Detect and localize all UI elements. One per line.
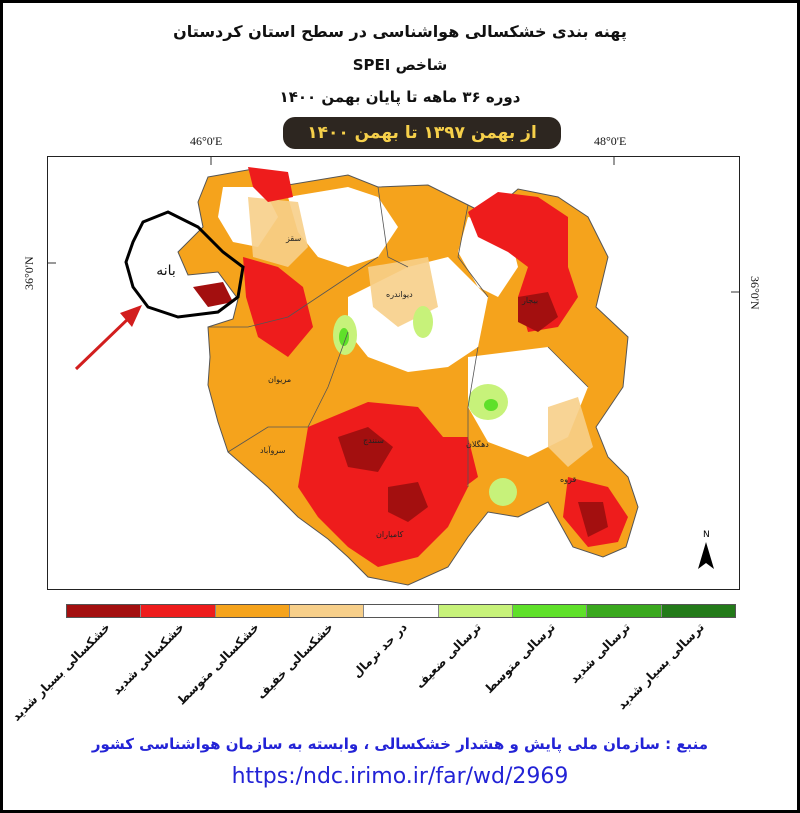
city-label: دیواندره (386, 290, 413, 299)
moderate-wet-zone-1 (339, 328, 349, 346)
severe-zone-north (248, 167, 293, 202)
city-label: سروآباد (260, 445, 286, 455)
legend-swatch (438, 605, 513, 617)
very-severe-zone-5 (193, 282, 233, 307)
baneh-label: بانه (156, 263, 176, 279)
county-borders (208, 186, 589, 487)
legend-swatch (215, 605, 290, 617)
index-subtitle: شاخص SPEI (352, 56, 448, 74)
weak-wet-zone-4 (489, 478, 517, 506)
latitude-label-right: 36°0'N (748, 276, 762, 310)
latitude-label-left: 36°0'N (22, 256, 36, 290)
map-title: پهنه بندی خشکسالی هواشناسی در سطح استان … (173, 22, 627, 41)
baneh-outline (124, 210, 245, 319)
north-arrow-icon (698, 542, 714, 569)
very-severe-zone-1 (338, 427, 393, 472)
normal-zone-north (288, 187, 398, 267)
city-label: دهگلان (466, 439, 489, 449)
legend-swatch (661, 605, 735, 617)
city-label: کامیاران (376, 530, 404, 539)
north-label: N (703, 530, 710, 540)
source-text: منبع : سازمان ملی پایش و هشدار خشکسالی ،… (91, 735, 709, 753)
legend-swatch (587, 605, 662, 617)
source-url: https:/ndc.irimo.ir/far/wd/2969 (231, 764, 569, 789)
mild-zone-1 (248, 197, 308, 267)
legend-color-bar (66, 604, 736, 618)
map-panel: بانه سقز دیواندره بیجار مریوان سروآباد س… (47, 156, 740, 590)
period-subtitle: دوره ۳۶ ماهه تا پایان بهمن ۱۴۰۰ (279, 88, 521, 106)
moderate-wet-zone-2 (484, 399, 498, 411)
very-severe-zone-4 (578, 502, 608, 537)
period-box: از بهمن ۱۳۹۷ تا بهمن ۱۴۰۰ (283, 117, 561, 149)
weak-wet-zone-2 (413, 306, 433, 338)
severe-zone-west (243, 257, 313, 357)
severe-zone-northeast (468, 192, 578, 332)
legend-swatch (141, 605, 216, 617)
pointer-arrow (74, 315, 132, 371)
mild-zone-3 (548, 397, 593, 467)
longitude-label-46: 46°0'E (190, 134, 223, 148)
legend-swatch (512, 605, 588, 617)
longitude-label-48: 48°0'E (594, 134, 627, 148)
very-severe-zone-2 (518, 292, 558, 332)
city-labels: سقز دیواندره بیجار مریوان سروآباد سنندج … (260, 234, 576, 539)
city-label: مریوان (268, 375, 291, 384)
city-label: قروه (560, 475, 576, 484)
legend-swatch (289, 605, 365, 617)
city-label: بیجار (521, 296, 538, 305)
very-severe-zone-3 (388, 482, 428, 522)
city-label: سنندج (363, 436, 384, 445)
legend-swatch (364, 605, 439, 617)
city-label: سقز (285, 234, 301, 243)
drought-map-svg: بانه سقز دیواندره بیجار مریوان سروآباد س… (48, 157, 739, 586)
legend-swatch (67, 605, 142, 617)
pointer-arrowhead (120, 305, 142, 327)
